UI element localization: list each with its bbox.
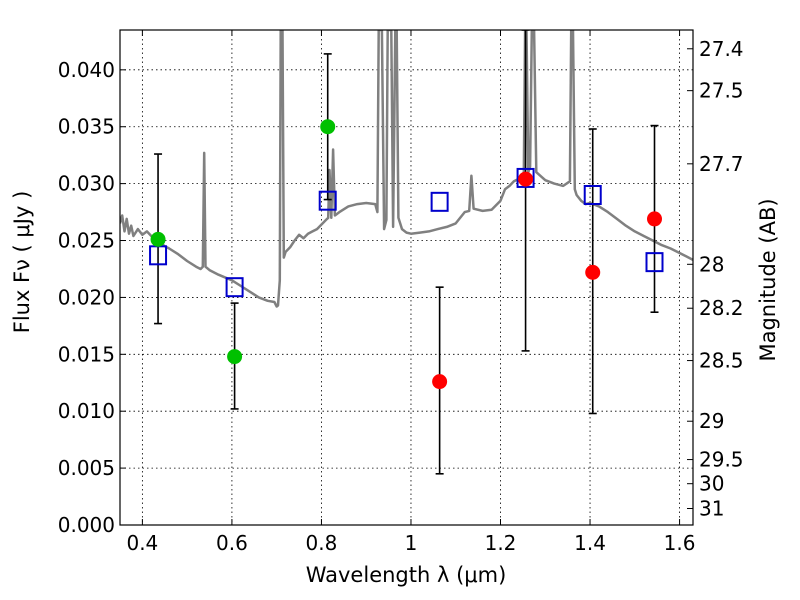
y-tick-label: 0.020 bbox=[58, 285, 115, 309]
right-tick-label: 30 bbox=[699, 472, 724, 496]
right-tick-label: 28.5 bbox=[699, 349, 744, 373]
y-tick-label: 0.025 bbox=[58, 229, 115, 253]
right-tick-label: 27.5 bbox=[699, 79, 744, 103]
observed-point-green bbox=[227, 349, 243, 365]
x-tick-label: 1 bbox=[405, 531, 418, 555]
model-point-square bbox=[583, 185, 602, 205]
model-point-square bbox=[430, 191, 449, 212]
x-tick-label: 1.2 bbox=[485, 531, 517, 555]
y-tick-label: 0.005 bbox=[58, 456, 115, 480]
right-tick-label: 31 bbox=[699, 497, 724, 521]
x-tick-label: 1.4 bbox=[574, 531, 606, 555]
observed-point-red bbox=[585, 264, 601, 280]
axes: 0.4 0.6 0.8 1 1.2 1.4 1.6 0.000 0.005 0.010 0.015 0… bbox=[58, 30, 744, 555]
right-tick-label: 29 bbox=[699, 409, 724, 433]
right-tick-label: 29.5 bbox=[699, 448, 744, 472]
y-tick-label: 0.000 bbox=[58, 513, 115, 537]
observed-point-red bbox=[432, 374, 448, 390]
x-axis-title: Wavelength λ (μm) bbox=[306, 563, 507, 587]
right-tick-label: 28.2 bbox=[699, 296, 744, 320]
y-axis-title: Flux Fν ( μJy ) bbox=[10, 191, 34, 334]
x-tick-label: 0.8 bbox=[306, 531, 338, 555]
x-tick-label: 1.6 bbox=[664, 531, 696, 555]
observed-point-green bbox=[320, 119, 336, 135]
y-tick-label: 0.035 bbox=[58, 115, 115, 139]
x-tick-label: 0.6 bbox=[216, 531, 248, 555]
plot-frame bbox=[119, 29, 694, 526]
plot-area bbox=[120, 30, 693, 475]
right-tick-label: 27.7 bbox=[699, 152, 744, 176]
y-tick-label: 0.015 bbox=[58, 342, 115, 366]
x-tick-label: 0.4 bbox=[126, 531, 158, 555]
model-point-square bbox=[516, 167, 535, 188]
model-point-square bbox=[225, 277, 244, 298]
y-tick-label: 0.010 bbox=[58, 399, 115, 423]
y-tick-label: 0.040 bbox=[58, 58, 115, 82]
y-tick-label: 0.030 bbox=[58, 172, 115, 196]
observed-point-green bbox=[150, 231, 166, 247]
right-axis-title: Magnitude (AB) bbox=[756, 198, 780, 361]
right-tick-label: 27.4 bbox=[699, 37, 744, 61]
model-point-square bbox=[645, 252, 664, 273]
grid bbox=[120, 30, 693, 526]
model-point-square bbox=[318, 190, 337, 211]
observed-point-red bbox=[518, 171, 534, 187]
right-tick-label: 28 bbox=[699, 252, 724, 276]
observed-point-red bbox=[647, 211, 663, 227]
model-spectrum-line bbox=[120, 30, 693, 308]
